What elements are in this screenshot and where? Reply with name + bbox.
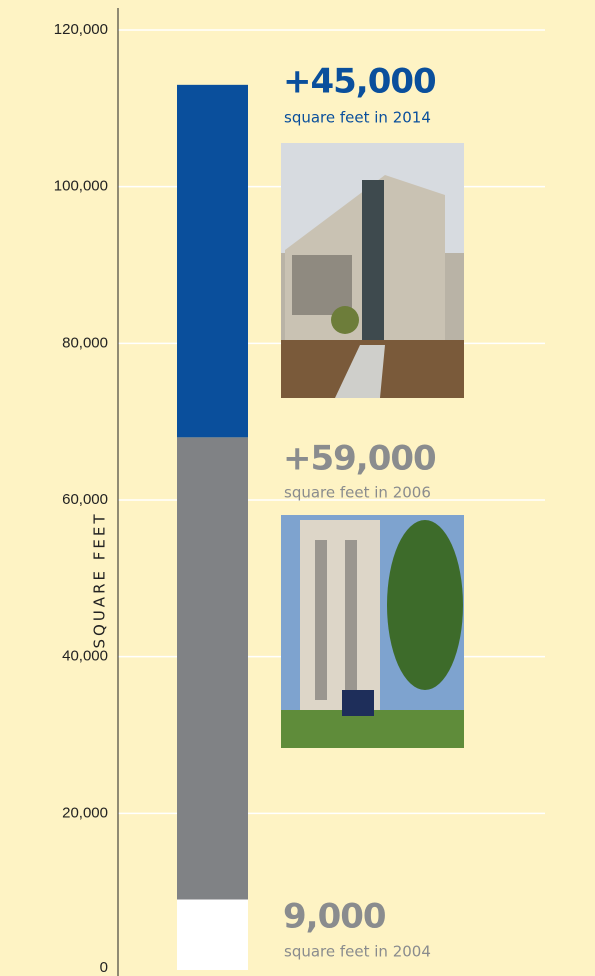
photo-2006 xyxy=(281,515,464,748)
bar-segment xyxy=(177,900,248,971)
value-label: +45,000 xyxy=(283,62,436,102)
y-tick-label: 100,000 xyxy=(54,178,108,195)
chart: SQUARE FEET 0 20,000 40,000 60,000 80,000 100… xyxy=(0,0,595,976)
y-tick-label: 80,000 xyxy=(62,334,108,351)
y-tick-label: 0 xyxy=(100,959,108,976)
page: SQUARE FEET 0 20,000 40,000 60,000 80,000 100… xyxy=(0,0,595,976)
photo-2014 xyxy=(281,143,464,398)
y-tick-label: 120,000 xyxy=(54,21,108,38)
value-label: 9,000 xyxy=(283,897,386,937)
y-tick-label: 40,000 xyxy=(62,648,108,665)
segment-note: square feet in 2014 xyxy=(284,109,431,127)
bar-segment xyxy=(177,437,248,899)
y-tick-label: 60,000 xyxy=(62,491,108,508)
bars xyxy=(177,85,248,970)
y-tick-label: 20,000 xyxy=(62,804,108,821)
segment-note: square feet in 2004 xyxy=(284,943,431,961)
value-label: +59,000 xyxy=(283,439,436,479)
y-axis-label: SQUARE FEET xyxy=(91,512,109,649)
segment-note: square feet in 2006 xyxy=(284,484,431,502)
bar-segment xyxy=(177,85,248,438)
